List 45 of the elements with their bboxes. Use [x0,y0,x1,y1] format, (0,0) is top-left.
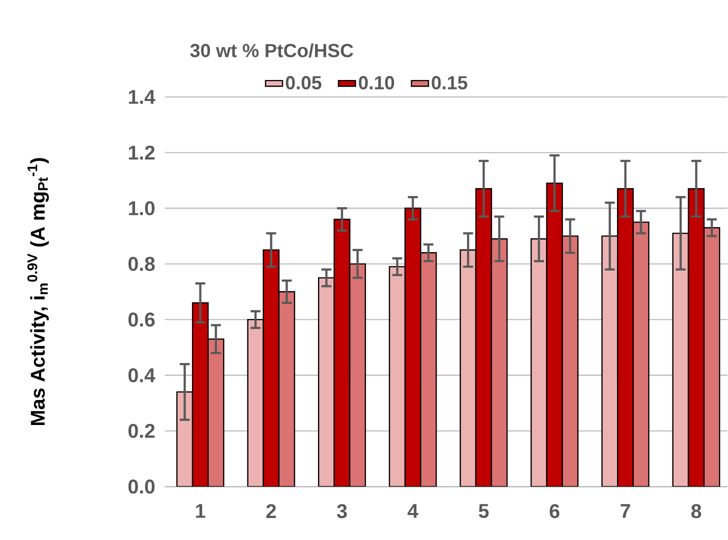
bar [192,302,209,487]
legend-label: 0.10 [358,76,394,90]
legend-label: 0.05 [286,76,322,90]
bar [490,238,508,487]
y-tick-label: 0.2 [128,424,155,438]
bar [318,277,335,487]
chart-title: 30 wt % PtCo/HSC [190,44,354,58]
bar [672,232,690,487]
bar [404,208,422,487]
y-tick-label: 0.4 [128,368,156,383]
bar [349,264,366,487]
bar [562,236,579,487]
x-tick-label: 1 [196,504,206,518]
legend-label: 0.15 [432,76,468,90]
y-axis-title: Mas Activity, i$_{m}$$^{0.9V}$ (A mg$_{Pt}$$^{-1}$) [27,158,49,426]
bar [278,291,296,487]
bar [247,319,264,487]
x-tick-label: 4 [408,504,418,518]
bar [688,188,705,487]
bar [475,188,492,487]
x-tick-label: 8 [691,504,702,518]
bar [530,238,548,487]
bar [546,182,563,487]
x-tick-label: 2 [266,504,276,518]
y-tick-label: 1.2 [128,146,155,160]
x-tick-label: 7 [620,504,630,518]
bar [262,250,280,487]
bar [460,250,476,487]
y-tick-label: 1.4 [128,90,156,104]
y-tick-label: 1.0 [128,201,155,216]
bar [176,392,194,487]
bar [602,236,618,487]
bar [633,222,649,487]
bar [618,188,634,487]
bar [334,219,350,487]
y-tick-label: 0.8 [128,257,155,272]
bar [420,252,437,487]
bar [703,227,720,487]
bar [388,266,406,487]
x-tick-label: 6 [550,504,560,518]
y-tick-label: 0.6 [128,312,155,327]
x-tick-label: 5 [478,504,489,518]
x-tick-label: 3 [336,504,347,518]
bar [207,338,224,487]
y-tick-label: 0.0 [128,480,155,494]
